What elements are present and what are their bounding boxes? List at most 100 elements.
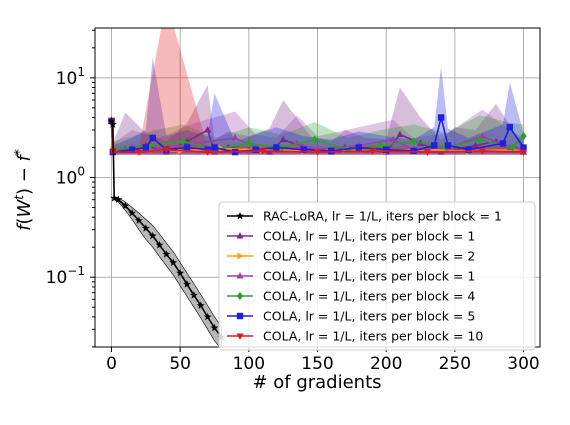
series-point xyxy=(410,137,417,146)
series-point xyxy=(410,147,417,155)
x-tick-label: 250 xyxy=(439,354,471,374)
series-point xyxy=(300,146,307,153)
legend-label: COLA, lr = 1/L, iters per block = 5 xyxy=(263,309,475,324)
legend-label: RAC-LoRA, lr = 1/L, iters per block = 1 xyxy=(263,209,502,224)
legend-entry: COLA, lr = 1/L, iters per block = 5 xyxy=(227,309,475,324)
series-band xyxy=(111,57,524,155)
series-point xyxy=(128,146,136,153)
series-point xyxy=(431,142,438,149)
series-band xyxy=(111,119,222,347)
series-point xyxy=(389,135,397,143)
legend-entry: COLA, lr = 1/L, iters per block = 4 xyxy=(227,289,475,304)
series-band xyxy=(111,28,524,155)
series-point xyxy=(465,146,472,153)
series-point xyxy=(210,323,219,332)
series-point xyxy=(444,142,452,149)
series-point xyxy=(141,224,150,232)
x-axis-label: # of gradients xyxy=(252,372,381,393)
series-point xyxy=(236,312,244,320)
x-tick-label: 50 xyxy=(169,354,191,374)
series-point xyxy=(108,120,117,128)
series-point xyxy=(506,123,513,131)
legend-label: COLA, lr = 1/L, iters per block = 10 xyxy=(263,329,483,344)
series-point xyxy=(189,291,198,299)
series-point xyxy=(121,201,130,210)
series-point xyxy=(273,144,280,151)
series-point xyxy=(236,333,244,340)
series-band xyxy=(111,84,524,155)
series-point xyxy=(245,139,253,148)
legend-entry: COLA, lr = 1/L, iters per block = 2 xyxy=(227,249,475,264)
y-tick-label: 101 xyxy=(56,65,85,89)
series-point xyxy=(382,146,390,153)
series-point xyxy=(135,216,143,224)
series-point xyxy=(236,232,244,239)
series-point xyxy=(114,195,123,203)
x-tick-label: 0 xyxy=(106,354,117,374)
gridlines xyxy=(95,28,540,347)
series-point xyxy=(231,134,239,141)
series-point xyxy=(471,141,479,148)
series-lines xyxy=(107,114,528,341)
series-point xyxy=(196,301,205,309)
series-point xyxy=(520,144,527,151)
x-axis-ticks: 0 50 100 150 200 250 300 xyxy=(106,347,540,374)
series-point xyxy=(476,135,483,144)
series-point xyxy=(237,252,244,260)
series-point xyxy=(149,134,156,142)
legend-label: COLA, lr = 1/L, iters per block = 4 xyxy=(263,289,475,304)
series-point xyxy=(478,148,486,155)
y-tick-label: 10−1 xyxy=(46,264,85,288)
series-point xyxy=(176,268,185,277)
y-tick-label: 100 xyxy=(56,165,85,189)
series-point xyxy=(368,148,376,155)
series-point xyxy=(162,147,170,154)
series-point xyxy=(279,135,287,143)
legend-label: COLA, lr = 1/L, iters per block = 1 xyxy=(263,269,475,284)
series-point xyxy=(179,137,187,146)
y-axis-label: f(Wt) − f* xyxy=(12,149,35,231)
x-tick-label: 150 xyxy=(301,354,333,374)
series-point xyxy=(259,148,267,155)
series-point xyxy=(252,146,259,153)
series-point xyxy=(499,140,507,147)
series-point xyxy=(313,149,322,156)
legend-label: COLA, lr = 1/L, iters per block = 1 xyxy=(263,229,475,244)
series-point xyxy=(183,280,191,288)
series-group xyxy=(107,116,226,341)
series-point xyxy=(236,211,244,220)
x-tick-label: 200 xyxy=(370,354,402,374)
legend-box xyxy=(218,201,536,351)
series-point xyxy=(236,291,244,301)
series-point xyxy=(311,135,318,144)
series-point xyxy=(142,144,150,151)
series-point xyxy=(110,194,119,202)
legend-entry: RAC-LoRA, lr = 1/L, iters per block = 1 xyxy=(227,209,502,224)
series-point xyxy=(211,144,218,151)
series-point xyxy=(148,231,157,240)
legend-entry: COLA, lr = 1/L, iters per block = 1 xyxy=(227,269,475,284)
series-point xyxy=(328,147,335,155)
legend-entry: COLA, lr = 1/L, iters per block = 10 xyxy=(227,329,483,344)
series-point xyxy=(128,208,136,217)
x-tick-label: 300 xyxy=(507,354,539,374)
series-point xyxy=(204,149,212,156)
legend-entry: COLA, lr = 1/L, iters per block = 1 xyxy=(227,229,475,244)
series-point xyxy=(377,141,384,150)
series-point xyxy=(169,258,178,266)
series-point xyxy=(509,143,516,152)
series-point xyxy=(162,250,171,258)
series-point xyxy=(135,149,143,156)
series-point xyxy=(355,144,362,151)
series-point xyxy=(396,130,404,138)
legend: RAC-LoRA, lr = 1/L, iters per block = 1 C… xyxy=(218,201,536,351)
series-point xyxy=(204,126,212,133)
series-point xyxy=(520,132,527,141)
series-point xyxy=(236,272,244,279)
series-point xyxy=(437,114,445,121)
x-tick-label: 100 xyxy=(233,354,265,374)
series-point xyxy=(155,240,164,249)
series-point xyxy=(519,149,528,156)
series-point xyxy=(423,149,431,156)
